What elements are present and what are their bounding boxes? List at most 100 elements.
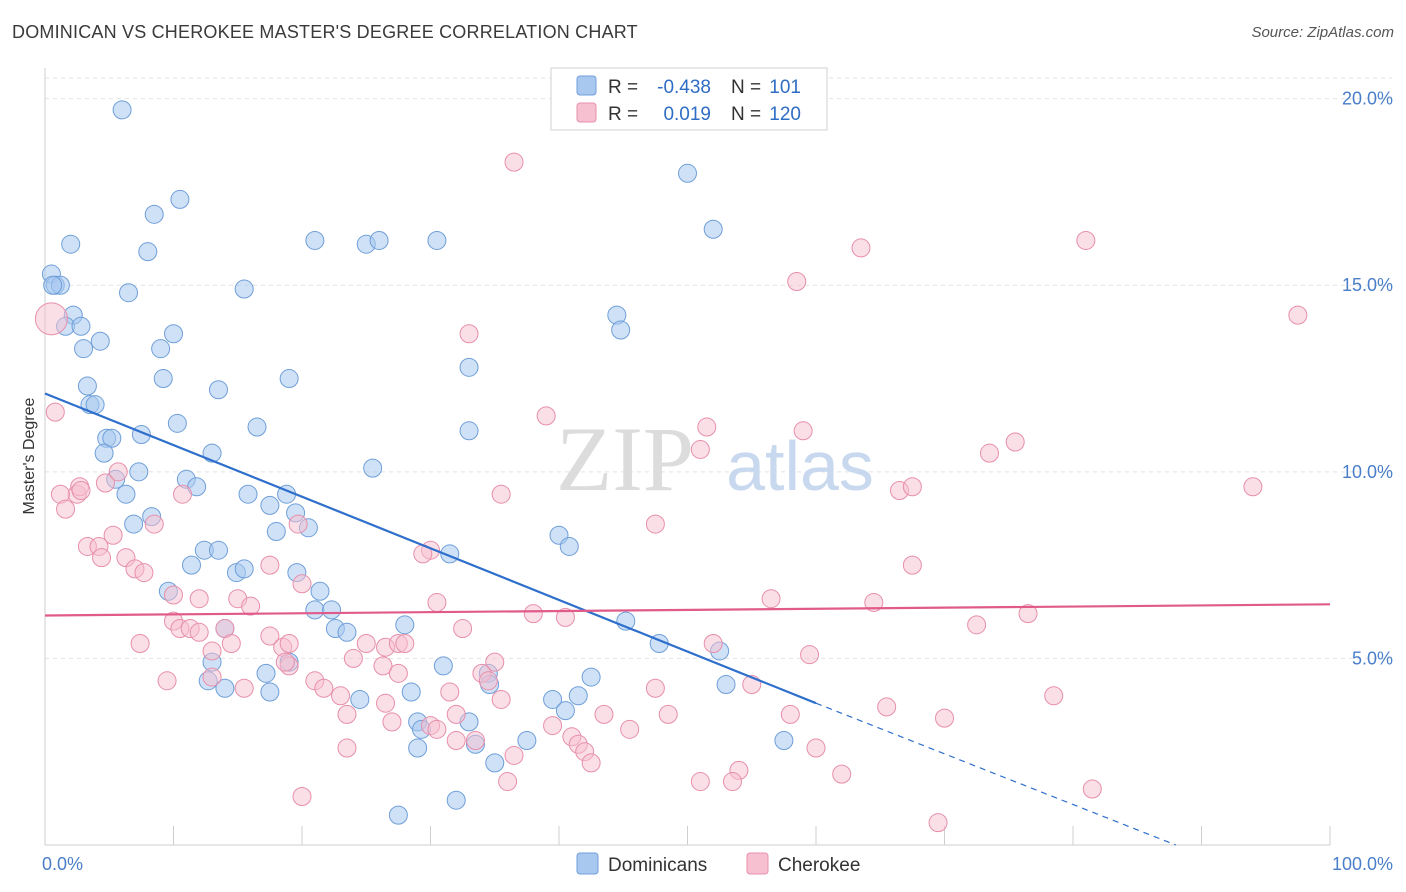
cherokee-point	[780, 704, 800, 724]
stats-legend-box	[550, 67, 828, 131]
dominicans-point	[337, 622, 357, 642]
y-axis-label: Master's Degree	[21, 397, 38, 514]
dominicans-point	[102, 428, 122, 448]
cherokee-point	[157, 671, 177, 691]
dominicans-point	[459, 421, 479, 441]
dominicans-point	[485, 753, 505, 773]
dominicans-point	[568, 686, 588, 706]
cherokee-point	[877, 697, 897, 717]
dominicans-point	[408, 738, 428, 758]
dominicans-point	[279, 369, 299, 389]
dominicans-point	[164, 324, 183, 344]
cherokee-point	[793, 421, 813, 441]
cherokee-point	[787, 272, 807, 292]
dominicans-point	[543, 689, 563, 709]
cherokee-point	[504, 745, 524, 765]
dominicans-point	[395, 615, 415, 635]
cherokee-point	[851, 238, 871, 258]
cherokee-point	[103, 525, 123, 545]
cherokee-point	[453, 619, 473, 639]
dominicans-point	[74, 339, 94, 359]
cherokee-point	[645, 678, 665, 698]
dominicans-point	[90, 331, 110, 351]
dominicans-point	[611, 320, 631, 340]
cherokee-point	[902, 477, 922, 497]
cherokee-point	[71, 480, 91, 500]
cherokee-point	[260, 555, 280, 575]
cherokee-point	[697, 417, 717, 437]
legend-r-value-1: 0.019	[663, 104, 711, 125]
dominicans-point	[247, 417, 267, 437]
dominicans-point	[234, 279, 254, 299]
y-tick-label: 5.0%	[1352, 648, 1393, 668]
cherokee-point	[935, 708, 954, 728]
legend-swatch-dominicans	[576, 75, 597, 96]
dominicans-point	[459, 357, 479, 377]
cherokee-trend-line	[44, 603, 1331, 617]
cherokee-point	[373, 656, 393, 676]
cherokee-point	[722, 772, 742, 792]
cherokee-point	[690, 439, 710, 459]
dominicans-point	[446, 790, 466, 810]
legend-r-label-0: R =	[608, 77, 638, 98]
cherokee-point	[485, 652, 505, 672]
trend-lines	[44, 392, 1331, 846]
dominicans-point	[215, 678, 235, 698]
dominicans-point	[388, 805, 408, 825]
cherokee-point	[292, 574, 312, 594]
dominicans-point	[94, 443, 114, 463]
cherokee-point	[382, 712, 402, 732]
stats-legend: R = -0.438 N = 101 R = 0.019 N = 120	[550, 67, 828, 131]
dominicans-point	[363, 458, 383, 478]
cherokee-point	[56, 499, 76, 519]
dominicans-trend-line	[44, 392, 817, 705]
legend-n-label-0: N =	[731, 77, 761, 98]
cherokee-point	[337, 738, 357, 758]
cherokee-point	[690, 772, 710, 792]
cherokee-point	[806, 738, 826, 758]
cherokee-point	[1243, 477, 1263, 497]
cherokee-point	[92, 548, 112, 568]
dominicans-point	[266, 522, 286, 542]
dominicans-point	[181, 555, 201, 575]
cherokee-point	[95, 473, 115, 493]
dominicans-point	[153, 369, 173, 389]
cherokee-point	[902, 555, 922, 575]
dominicans-point	[116, 484, 136, 504]
cherokee-point	[1018, 604, 1038, 624]
cherokee-point	[1005, 432, 1025, 452]
dominicans-point	[310, 581, 330, 601]
cherokee-point	[491, 689, 511, 709]
dominicans-point	[517, 731, 537, 751]
dominicans-point	[61, 234, 81, 254]
cherokee-point	[144, 514, 164, 534]
cherokee-point	[172, 484, 192, 504]
cherokee-point	[967, 615, 987, 635]
cherokee-point	[134, 563, 154, 583]
cherokee-point	[800, 645, 820, 665]
cherokee-point	[337, 704, 357, 724]
y-tick-label: 10.0%	[1342, 462, 1393, 482]
dominicans-point	[322, 600, 342, 620]
cherokee-point	[979, 443, 999, 463]
x-tick-label-min: 0.0%	[42, 854, 83, 874]
dominicans-point	[256, 663, 276, 683]
cherokee-point	[1076, 230, 1096, 250]
dominicans-point	[350, 689, 370, 709]
dominicans-point	[208, 380, 228, 400]
x-tick-label-max: 100.0%	[1332, 854, 1393, 874]
chart-title: DOMINICAN VS CHEROKEE MASTER'S DEGREE CO…	[12, 22, 638, 42]
cherokee-point	[314, 678, 334, 698]
cherokee-point	[928, 813, 948, 833]
cherokee-point	[581, 753, 601, 773]
dominicans-point	[305, 230, 325, 250]
cherokee-point	[427, 719, 447, 739]
legend-r-value-0: -0.438	[657, 77, 711, 98]
cherokee-point	[108, 462, 128, 482]
cherokee-point	[491, 484, 511, 504]
cherokee-point	[164, 585, 183, 605]
dominicans-point	[234, 559, 254, 579]
legend-n-value-0: 101	[769, 77, 801, 98]
cherokee-point	[504, 152, 524, 172]
